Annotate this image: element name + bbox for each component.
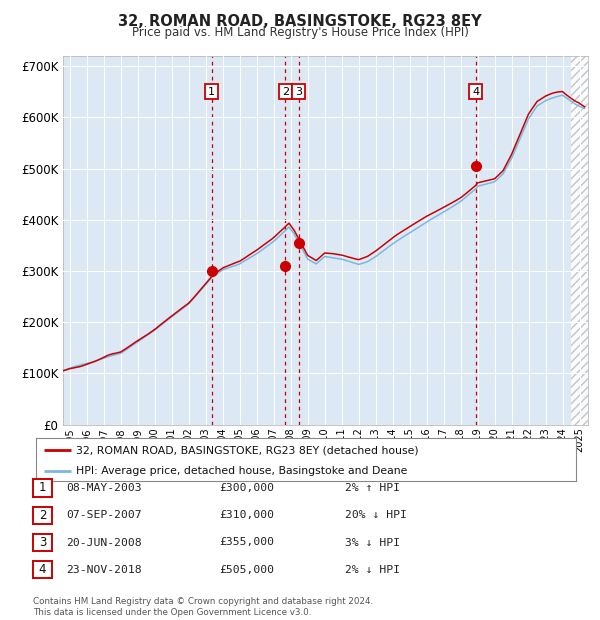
- Text: 2% ↓ HPI: 2% ↓ HPI: [345, 565, 400, 575]
- Text: 32, ROMAN ROAD, BASINGSTOKE, RG23 8EY (detached house): 32, ROMAN ROAD, BASINGSTOKE, RG23 8EY (d…: [77, 445, 419, 455]
- Text: £505,000: £505,000: [219, 565, 274, 575]
- Text: 23-NOV-2018: 23-NOV-2018: [66, 565, 142, 575]
- Text: 07-SEP-2007: 07-SEP-2007: [66, 510, 142, 520]
- Text: 4: 4: [472, 87, 479, 97]
- Text: 08-MAY-2003: 08-MAY-2003: [66, 483, 142, 493]
- Text: Price paid vs. HM Land Registry's House Price Index (HPI): Price paid vs. HM Land Registry's House …: [131, 26, 469, 39]
- Text: Contains HM Land Registry data © Crown copyright and database right 2024.
This d: Contains HM Land Registry data © Crown c…: [33, 598, 373, 617]
- Text: £310,000: £310,000: [219, 510, 274, 520]
- Text: 2% ↑ HPI: 2% ↑ HPI: [345, 483, 400, 493]
- Text: £355,000: £355,000: [219, 538, 274, 547]
- Text: 2: 2: [39, 509, 46, 521]
- Text: 3% ↓ HPI: 3% ↓ HPI: [345, 538, 400, 547]
- Text: 3: 3: [39, 536, 46, 549]
- Text: 2: 2: [282, 87, 289, 97]
- Text: 3: 3: [295, 87, 302, 97]
- Text: £300,000: £300,000: [219, 483, 274, 493]
- Text: 1: 1: [39, 482, 46, 494]
- Text: HPI: Average price, detached house, Basingstoke and Deane: HPI: Average price, detached house, Basi…: [77, 466, 408, 476]
- Bar: [571, 56, 592, 425]
- Text: 20-JUN-2008: 20-JUN-2008: [66, 538, 142, 547]
- Text: 20% ↓ HPI: 20% ↓ HPI: [345, 510, 407, 520]
- Text: 1: 1: [208, 87, 215, 97]
- Text: 4: 4: [39, 564, 46, 576]
- Text: 32, ROMAN ROAD, BASINGSTOKE, RG23 8EY: 32, ROMAN ROAD, BASINGSTOKE, RG23 8EY: [118, 14, 482, 29]
